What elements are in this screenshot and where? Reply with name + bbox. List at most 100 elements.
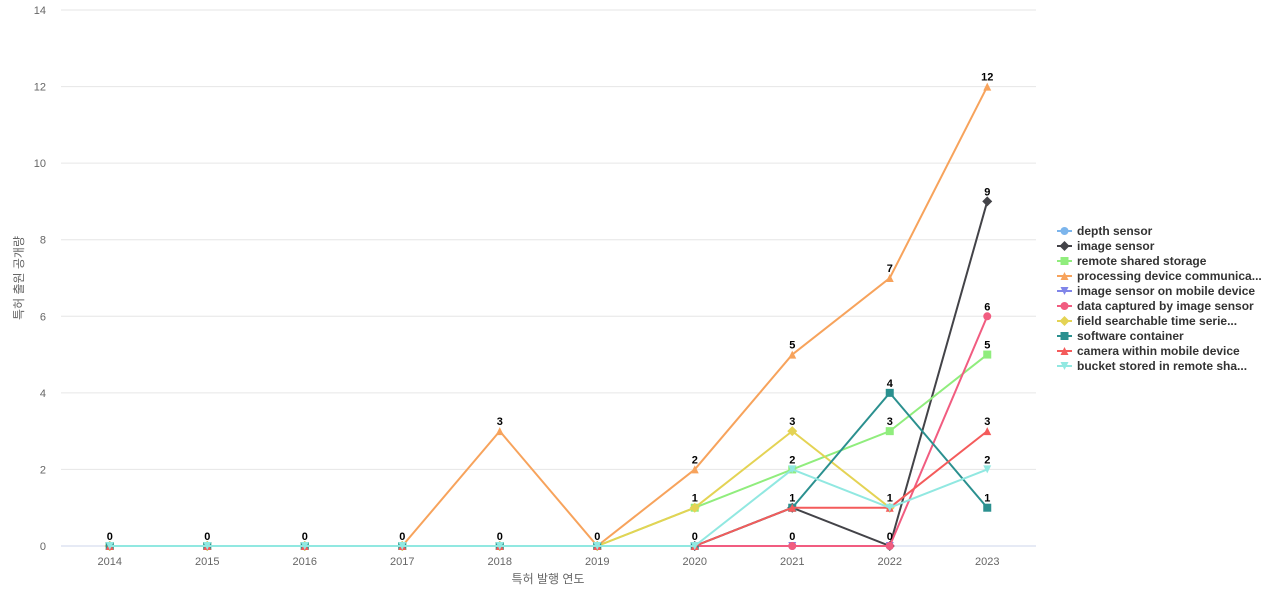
y-tick-label: 6 bbox=[40, 311, 46, 323]
legend-symbol bbox=[1060, 302, 1069, 310]
data-point bbox=[105, 542, 114, 550]
x-tick-label: 2018 bbox=[488, 556, 512, 568]
y-tick-label: 2 bbox=[40, 464, 46, 476]
series-line bbox=[108, 353, 989, 547]
y-tick-label: 12 bbox=[34, 82, 46, 94]
data-label: 3 bbox=[887, 416, 893, 428]
data-point bbox=[982, 196, 993, 207]
legend-symbol bbox=[1060, 362, 1069, 370]
legend-item-image-sensor[interactable]: image sensor bbox=[1057, 239, 1155, 253]
legend-item-processing-device-communica[interactable]: processing device communica... bbox=[1057, 269, 1262, 283]
series-remote-shared-storage bbox=[105, 350, 992, 550]
legend-item-remote-shared-storage[interactable]: remote shared storage bbox=[1057, 254, 1207, 268]
data-label: 1 bbox=[984, 493, 990, 505]
data-point bbox=[788, 542, 797, 550]
data-point bbox=[885, 542, 894, 550]
x-tick-label: 2019 bbox=[585, 556, 609, 568]
data-label: 0 bbox=[887, 531, 893, 543]
data-label: 0 bbox=[107, 531, 113, 543]
x-tick-label: 2022 bbox=[878, 556, 902, 568]
x-tick-label: 2020 bbox=[683, 556, 707, 568]
legend-label: depth sensor bbox=[1077, 224, 1153, 238]
data-label: 2 bbox=[692, 454, 698, 466]
data-label: 1 bbox=[887, 493, 893, 505]
legend-symbol bbox=[1060, 227, 1069, 235]
legend-label: processing device communica... bbox=[1077, 269, 1262, 283]
data-point bbox=[593, 542, 602, 550]
y-tick-label: 4 bbox=[40, 388, 46, 400]
data-point bbox=[885, 503, 894, 512]
y-tick-label: 0 bbox=[40, 541, 46, 553]
data-point bbox=[983, 427, 992, 436]
data-label: 2 bbox=[984, 454, 990, 466]
data-label: 0 bbox=[302, 531, 308, 543]
data-point bbox=[690, 465, 699, 474]
series-lines bbox=[104, 82, 993, 551]
legend-symbol bbox=[1059, 241, 1070, 251]
x-tick-label: 2023 bbox=[975, 556, 999, 568]
data-label: 0 bbox=[399, 531, 405, 543]
series-line bbox=[108, 468, 989, 547]
legend-symbol bbox=[1060, 287, 1069, 295]
data-label: 0 bbox=[204, 531, 210, 543]
data-point bbox=[495, 427, 504, 436]
data-point bbox=[885, 274, 894, 282]
data-label: 1 bbox=[692, 493, 698, 505]
legend-label: software container bbox=[1077, 329, 1184, 343]
legend-item-camera-within-mobile-device[interactable]: camera within mobile device bbox=[1057, 344, 1240, 358]
data-point bbox=[203, 542, 212, 550]
data-point bbox=[788, 465, 797, 474]
data-point bbox=[788, 350, 797, 359]
legend-label: camera within mobile device bbox=[1077, 344, 1240, 358]
data-point bbox=[300, 542, 309, 550]
data-label: 1 bbox=[789, 493, 795, 505]
data-label: 3 bbox=[497, 416, 503, 428]
data-label: 2 bbox=[789, 454, 795, 466]
x-tick-label: 2021 bbox=[780, 556, 804, 568]
legend-symbol bbox=[1060, 257, 1069, 265]
legend-symbol bbox=[1060, 347, 1069, 355]
data-label: 12 bbox=[981, 72, 993, 84]
data-point bbox=[690, 542, 699, 550]
data-label: 0 bbox=[594, 531, 600, 543]
legend-item-bucket-stored-in-remote-sha[interactable]: bucket stored in remote sha... bbox=[1057, 359, 1247, 373]
data-label: 0 bbox=[692, 531, 698, 543]
legend-label: data captured by image sensor bbox=[1077, 299, 1254, 313]
x-tick-label: 2014 bbox=[98, 556, 122, 568]
legend-symbol bbox=[1059, 316, 1070, 326]
data-point bbox=[398, 542, 407, 550]
data-point bbox=[983, 312, 992, 321]
legend-symbol bbox=[1060, 332, 1069, 340]
y-tick-label: 8 bbox=[40, 235, 46, 247]
x-tick-label: 2017 bbox=[390, 556, 414, 568]
series-line bbox=[108, 315, 989, 547]
legend-item-data-captured-by-image-sensor[interactable]: data captured by image sensor bbox=[1057, 299, 1254, 313]
legend-item-depth-sensor[interactable]: depth sensor bbox=[1057, 224, 1153, 238]
data-label: 5 bbox=[984, 340, 990, 352]
legend-label: image sensor bbox=[1077, 239, 1155, 253]
data-label: 5 bbox=[789, 340, 795, 352]
data-point bbox=[983, 465, 992, 474]
gridlines bbox=[61, 9, 1036, 547]
series-line bbox=[108, 430, 891, 547]
legend-label: field searchable time serie... bbox=[1077, 314, 1237, 328]
data-label: 3 bbox=[789, 416, 795, 428]
x-axis-title: 특허 발행 연도 bbox=[512, 571, 585, 586]
data-label: 9 bbox=[984, 186, 990, 198]
legend-item-image-sensor-on-mobile-device[interactable]: image sensor on mobile device bbox=[1057, 284, 1255, 298]
data-point bbox=[689, 502, 700, 513]
legend-label: remote shared storage bbox=[1077, 254, 1207, 268]
legend-item-software-container[interactable]: software container bbox=[1057, 329, 1184, 343]
y-axis-title: 특허 출원 공개량 bbox=[12, 236, 26, 320]
data-point bbox=[788, 503, 797, 512]
series-bucket-stored-in-remote-sha bbox=[105, 465, 992, 550]
legend-item-field-searchable-time-serie[interactable]: field searchable time serie... bbox=[1057, 314, 1237, 328]
data-point bbox=[885, 427, 894, 436]
data-label: 7 bbox=[887, 263, 893, 275]
data-point bbox=[495, 542, 504, 550]
data-label: 4 bbox=[887, 378, 894, 390]
data-point bbox=[983, 82, 992, 91]
